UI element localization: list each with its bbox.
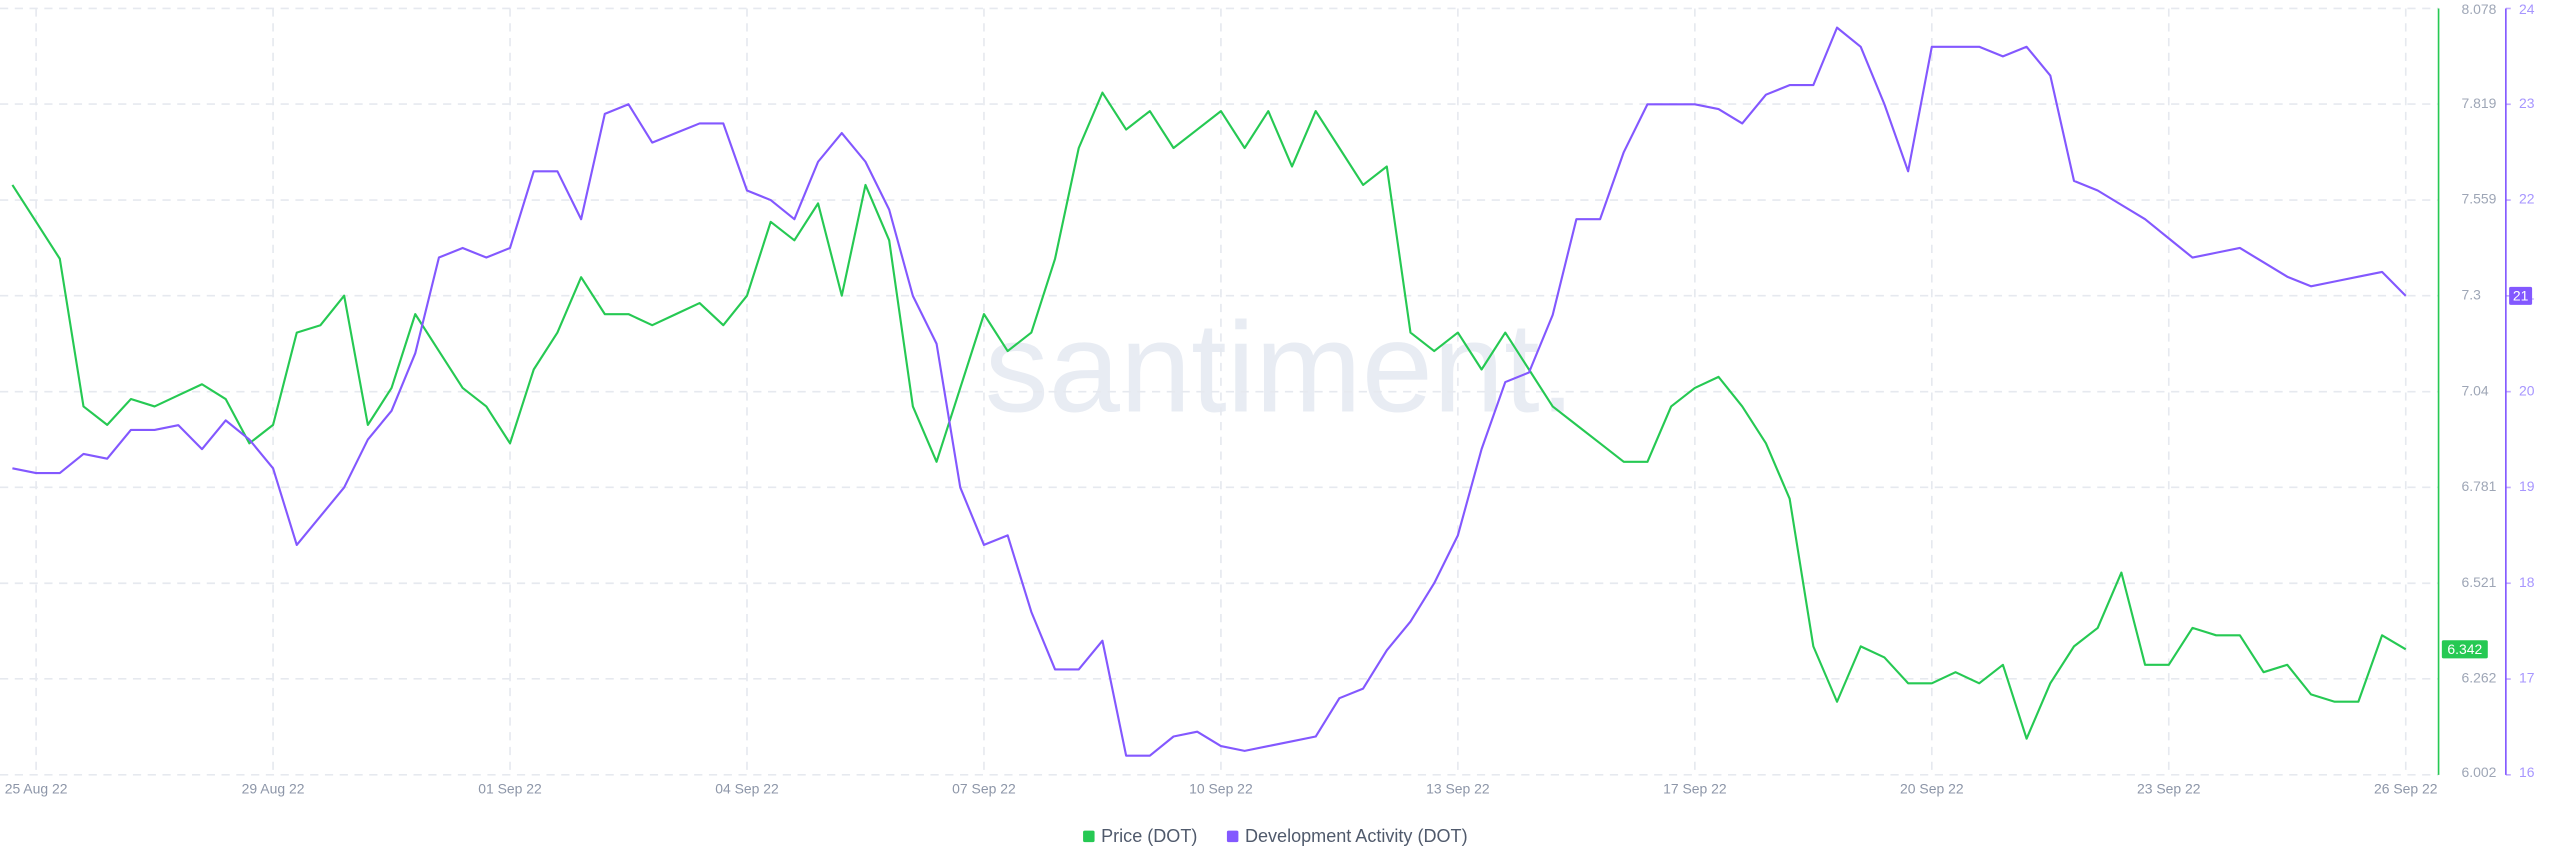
y2-tick-label: 22 (2519, 191, 2535, 207)
y-tick-label: 6.002 (2462, 764, 2497, 780)
current-value-label: 6.342 (2447, 641, 2482, 657)
current-value-badge (2441, 640, 2488, 659)
x-tick-label: 25 Aug 22 (5, 780, 68, 796)
y-tick-label: 8.078 (2462, 1, 2497, 17)
y-tick-label: 7.04 (2462, 382, 2489, 398)
y2-tick-label: 19 (2519, 478, 2535, 494)
y-tick-label: 7.819 (2462, 95, 2497, 111)
x-tick-label: 10 Sep 22 (1189, 780, 1253, 796)
y2-tick-label: 23 (2519, 95, 2535, 111)
legend-swatch (1083, 830, 1095, 843)
y-tick-label: 6.521 (2462, 574, 2497, 590)
current-value-badge (2509, 286, 2533, 305)
legend-label: Development Activity (DOT) (1245, 826, 1468, 846)
series-line (12, 26, 2407, 757)
x-tick-label: 01 Sep 22 (478, 780, 542, 796)
y-tick-label: 7.559 (2462, 191, 2497, 207)
x-tick-label: 07 Sep 22 (952, 780, 1016, 796)
x-tick-label: 20 Sep 22 (1900, 780, 1964, 796)
legend-label: Price (DOT) (1101, 826, 1197, 846)
legend-swatch (1226, 830, 1239, 843)
x-tick-label: 26 Sep 22 (2374, 780, 2438, 796)
x-tick-label: 29 Aug 22 (242, 780, 305, 796)
y2-tick-label: 17 (2519, 670, 2535, 686)
y2-tick-label: 18 (2519, 574, 2535, 590)
x-tick-label: 04 Sep 22 (715, 780, 779, 796)
watermark: santiment. (985, 297, 1576, 440)
y2-tick-label: 24 (2519, 1, 2535, 17)
y-tick-label: 7.3 (2462, 286, 2482, 302)
y-tick-label: 6.262 (2462, 670, 2497, 686)
y2-tick-label: 20 (2519, 382, 2535, 398)
x-tick-label: 23 Sep 22 (2137, 780, 2201, 796)
y-tick-label: 6.781 (2462, 478, 2497, 494)
series-line (11, 91, 2407, 740)
current-value-label: 21 (2513, 287, 2529, 303)
x-tick-label: 13 Sep 22 (1426, 780, 1490, 796)
y2-tick-label: 16 (2519, 764, 2535, 780)
x-tick-label: 17 Sep 22 (1663, 780, 1727, 796)
